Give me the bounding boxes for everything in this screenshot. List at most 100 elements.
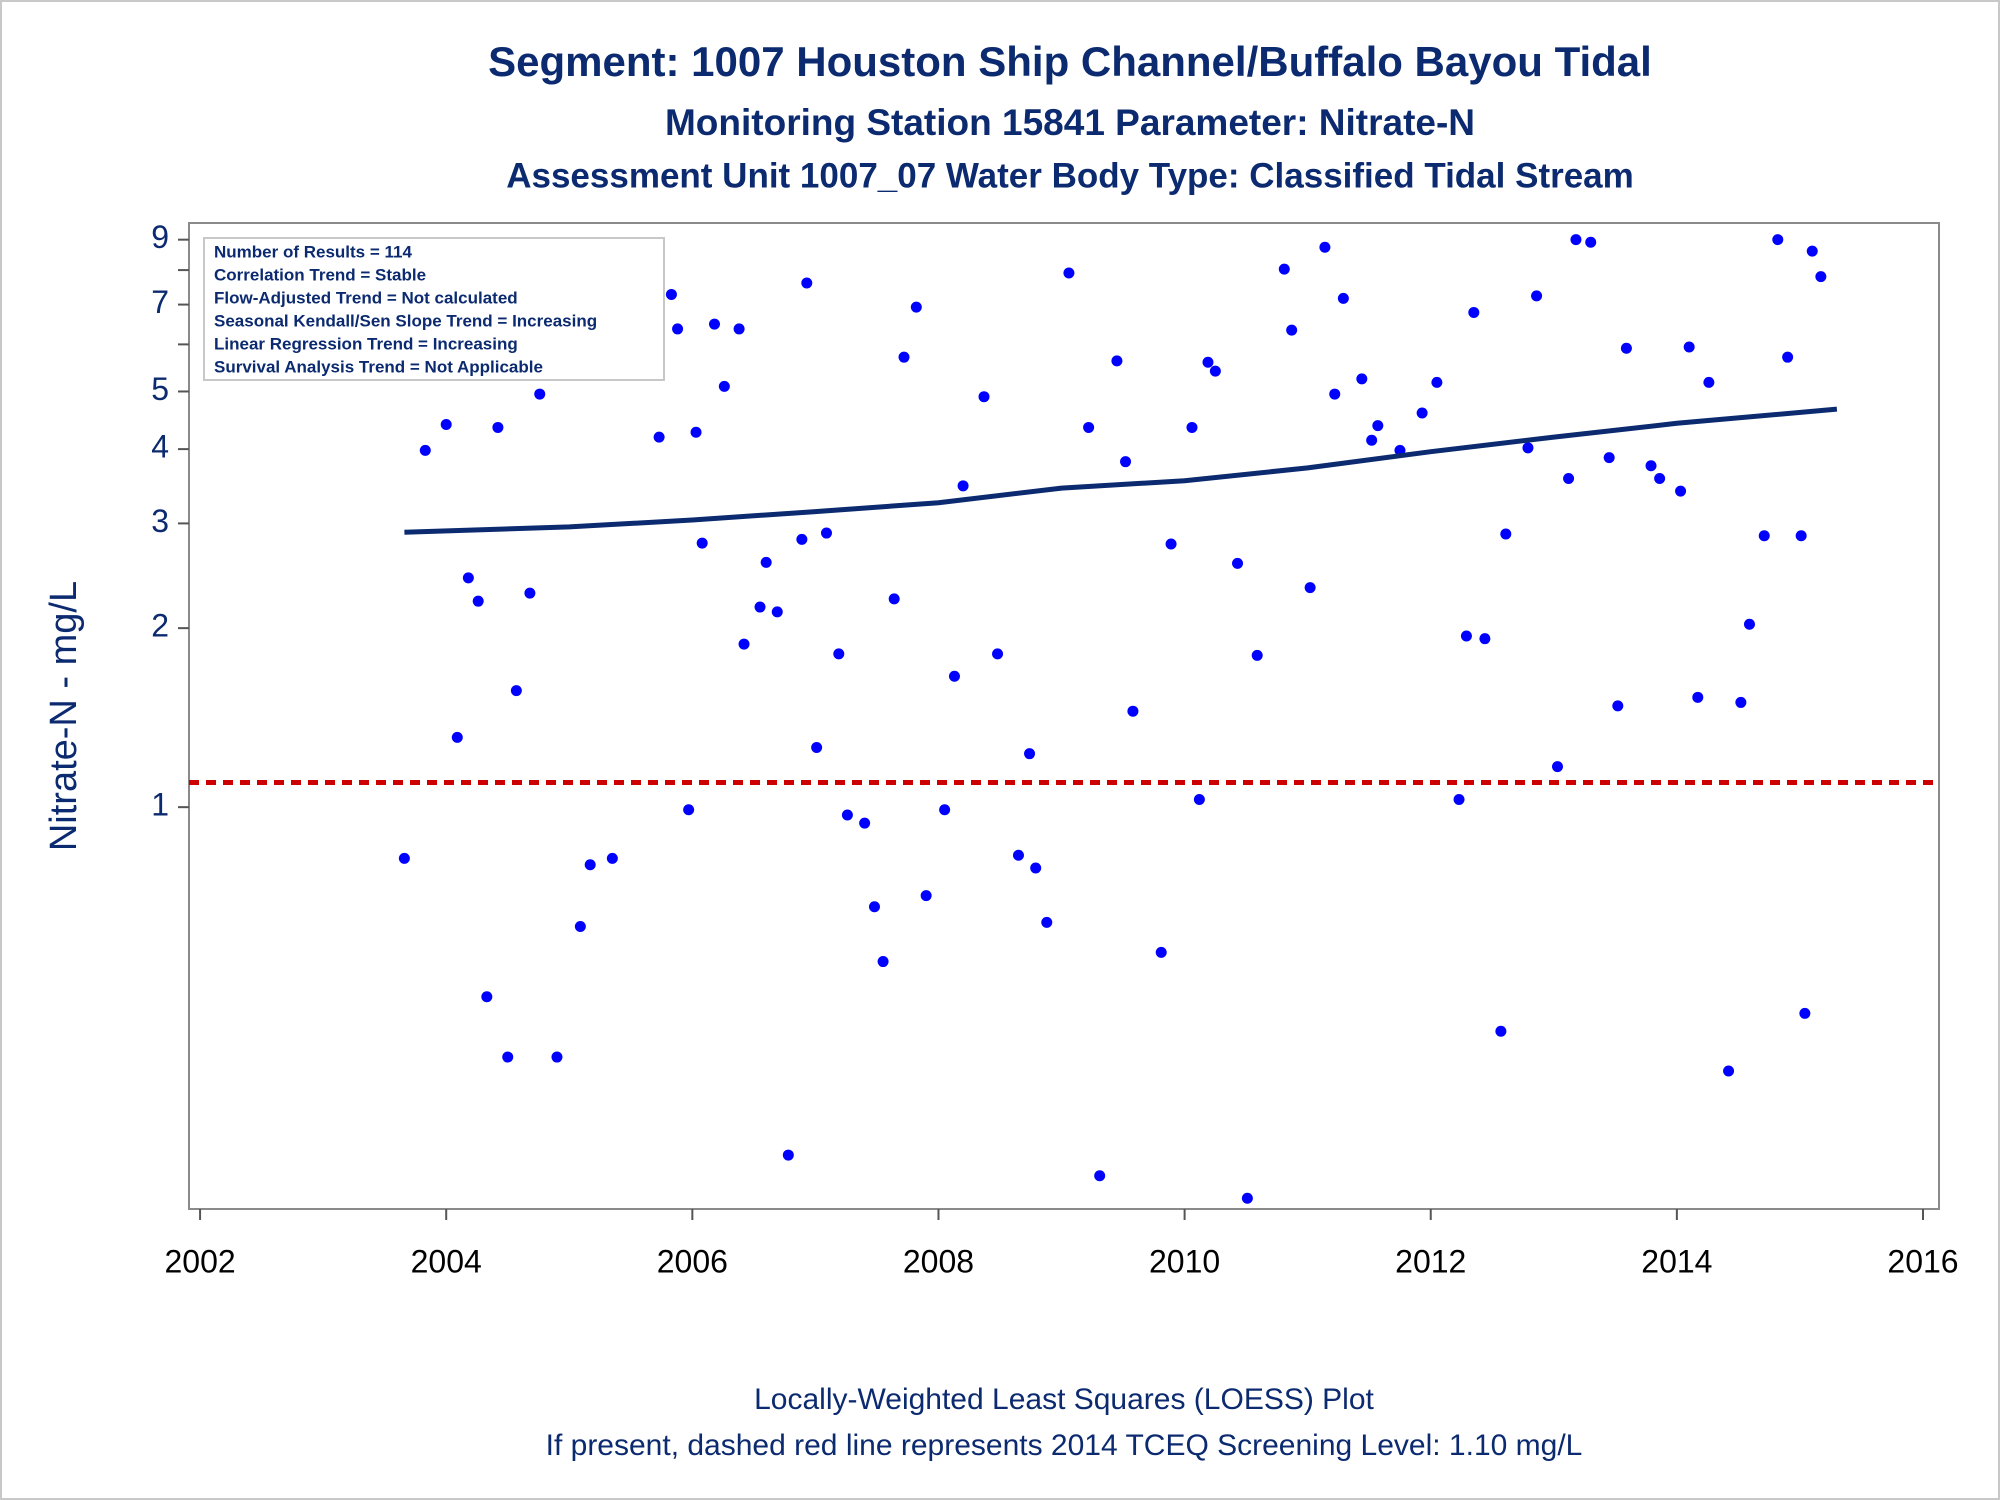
y-tick-label: 9 (151, 219, 169, 255)
chart-subtitle-2: Assessment Unit 1007_07 Water Body Type:… (506, 156, 1634, 195)
data-point (1570, 234, 1582, 246)
data-point (1372, 420, 1384, 432)
data-point (1772, 234, 1784, 246)
data-point (665, 288, 677, 300)
data-point (1551, 761, 1563, 773)
data-point (1193, 794, 1205, 806)
footnote: If present, dashed red line represents 2… (546, 1429, 1583, 1462)
y-tick-label: 7 (151, 284, 169, 320)
data-point (1460, 630, 1472, 642)
data-point (1024, 748, 1036, 760)
data-point (1041, 916, 1053, 928)
y-tick-label: 5 (151, 371, 169, 407)
data-point (1155, 946, 1167, 958)
data-point (1585, 236, 1597, 248)
annotation-text: Survival Analysis Trend = Not Applicable (214, 357, 543, 376)
data-point (451, 731, 463, 743)
data-point (440, 418, 452, 430)
x-tick-label: 2008 (903, 1243, 974, 1279)
chart-subtitle: Monitoring Station 15841 Parameter: Nitr… (665, 102, 1475, 143)
plot-frame (188, 222, 1940, 1210)
data-point (492, 421, 504, 433)
data-point (1209, 365, 1221, 377)
data-point (868, 901, 880, 913)
annotation-box (203, 237, 665, 381)
data-point (1500, 528, 1512, 540)
data-point (1111, 355, 1123, 367)
data-point (653, 431, 665, 443)
data-point (534, 388, 546, 400)
data-point (510, 685, 522, 697)
data-point (1620, 342, 1632, 354)
data-point (1683, 341, 1695, 353)
data-point (1356, 373, 1368, 385)
data-point (978, 391, 990, 403)
data-point (690, 426, 702, 438)
data-point (672, 323, 684, 335)
annotation-text: Seasonal Kendall/Sen Slope Trend = Incre… (214, 311, 597, 330)
x-tick-label: 2002 (164, 1243, 235, 1279)
data-point (754, 601, 766, 613)
data-point (1522, 442, 1534, 454)
data-point (606, 852, 618, 864)
data-point (820, 527, 832, 539)
data-point (1337, 292, 1349, 304)
data-point (1120, 456, 1132, 468)
data-point (1063, 267, 1075, 279)
data-point (811, 741, 823, 753)
data-point (1815, 271, 1827, 283)
data-point (760, 556, 772, 568)
data-point (1563, 472, 1575, 484)
data-point (1083, 421, 1095, 433)
data-point (992, 648, 1004, 660)
loess-line (404, 406, 1838, 535)
data-point (1806, 245, 1818, 257)
data-point (1654, 472, 1666, 484)
data-point (1202, 356, 1214, 368)
data-point (888, 593, 900, 605)
data-point (738, 638, 750, 650)
data-point (524, 587, 536, 599)
data-point (551, 1051, 563, 1063)
data-point (718, 380, 730, 392)
annotation-text: Linear Regression Trend = Increasing (214, 334, 518, 353)
data-point (1799, 1007, 1811, 1019)
data-point (939, 804, 951, 816)
data-point (1675, 485, 1687, 497)
data-point (1468, 306, 1480, 318)
data-point (841, 809, 853, 821)
footnote: Locally-Weighted Least Squares (LOESS) P… (754, 1383, 1374, 1416)
data-point (1723, 1065, 1735, 1077)
data-point (948, 670, 960, 682)
data-point (1251, 649, 1263, 661)
data-point (1703, 376, 1715, 388)
data-point (1645, 460, 1657, 472)
data-point (796, 533, 808, 545)
data-point (462, 572, 474, 584)
annotation-text: Correlation Trend = Stable (214, 265, 426, 284)
data-point (1278, 263, 1290, 275)
annotation-text: Number of Results = 114 (214, 242, 412, 261)
data-point (1030, 862, 1042, 874)
data-point (1416, 407, 1428, 419)
data-point (502, 1051, 514, 1063)
data-point (1094, 1170, 1106, 1182)
data-point (920, 890, 932, 902)
data-point (1304, 582, 1316, 594)
x-tick-label: 2004 (411, 1243, 482, 1279)
data-point (1495, 1025, 1507, 1037)
data-point (1603, 452, 1615, 464)
annotation-text: Flow-Adjusted Trend = Not calculated (214, 288, 518, 307)
data-point (1479, 633, 1491, 645)
data-point (1286, 324, 1298, 336)
data-point (1782, 351, 1794, 363)
y-tick-label: 4 (151, 429, 169, 465)
chart-title: Segment: 1007 Houston Ship Channel/Buffa… (488, 38, 1652, 85)
data-point (1127, 705, 1139, 717)
x-tick-label: 2014 (1641, 1243, 1712, 1279)
data-point (708, 318, 720, 330)
data-point (833, 648, 845, 660)
data-point (733, 323, 745, 335)
data-point (1758, 530, 1770, 542)
